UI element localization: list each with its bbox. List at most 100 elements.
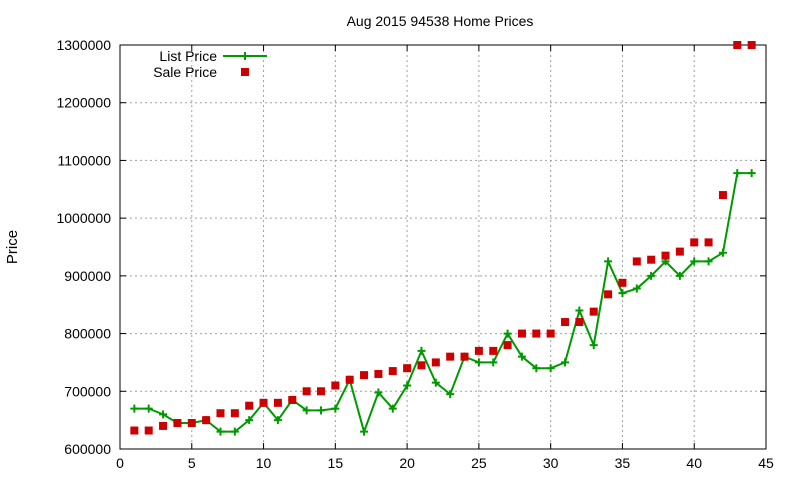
sale-price-point bbox=[733, 41, 742, 49]
list-price-point bbox=[159, 410, 168, 419]
list-price-point bbox=[360, 427, 369, 436]
sale-price-point bbox=[130, 426, 139, 435]
sale-price-point bbox=[316, 387, 325, 396]
chart-title: Aug 2015 94538 Home Prices bbox=[347, 13, 534, 29]
list-price-point bbox=[561, 358, 570, 367]
sale-price-point bbox=[446, 352, 455, 361]
list-price-point bbox=[403, 381, 412, 390]
sale-price-point bbox=[259, 398, 268, 407]
sale-price-point bbox=[618, 278, 627, 287]
list-price-point bbox=[675, 271, 684, 280]
x-tick-label: 25 bbox=[471, 455, 487, 471]
list-price-point bbox=[417, 346, 426, 355]
x-tick-label: 15 bbox=[328, 455, 344, 471]
list-price-point bbox=[316, 406, 325, 415]
legend-swatch-sale-price bbox=[241, 68, 249, 76]
list-price-point bbox=[273, 416, 282, 425]
list-price-point bbox=[604, 257, 613, 266]
list-price-point bbox=[647, 271, 656, 280]
sale-price-point bbox=[675, 247, 684, 256]
list-price-point bbox=[632, 284, 641, 293]
list-price-point bbox=[532, 364, 541, 373]
sale-price-point bbox=[489, 346, 498, 355]
sale-price-point bbox=[718, 191, 727, 200]
x-tick-label: 0 bbox=[116, 455, 124, 471]
legend-label-sale-price: Sale Price bbox=[153, 64, 217, 80]
list-price-line bbox=[134, 172, 752, 435]
sale-price-point bbox=[661, 251, 670, 260]
sale-price-point bbox=[474, 346, 483, 355]
list-price-point bbox=[130, 404, 139, 413]
sale-price-point bbox=[273, 398, 282, 407]
y-axis-label: Price bbox=[4, 230, 21, 264]
y-tick-label: 700000 bbox=[64, 383, 111, 399]
sale-price-point bbox=[230, 409, 239, 418]
sale-price-point bbox=[173, 419, 182, 428]
list-price-point bbox=[747, 169, 756, 178]
y-tick-label: 1000000 bbox=[56, 210, 111, 226]
sale-price-point bbox=[374, 369, 383, 378]
sale-price-point bbox=[302, 387, 311, 396]
sale-price-point bbox=[632, 257, 641, 266]
sale-price-point bbox=[575, 318, 584, 327]
list-price-point bbox=[388, 404, 397, 413]
sale-price-point bbox=[144, 426, 153, 435]
list-price-point bbox=[446, 390, 455, 399]
list-price-point bbox=[374, 388, 383, 397]
sale-price-point bbox=[202, 416, 211, 425]
list-price-point bbox=[575, 306, 584, 315]
sale-price-point bbox=[690, 238, 699, 247]
list-price-point bbox=[517, 352, 526, 361]
tick-marks bbox=[119, 44, 767, 450]
list-price-point bbox=[302, 406, 311, 415]
list-price-point bbox=[331, 404, 340, 413]
sale-price-point bbox=[331, 381, 340, 390]
list-price-point bbox=[618, 289, 627, 298]
x-tick-label: 45 bbox=[758, 455, 774, 471]
x-tick-label: 20 bbox=[399, 455, 415, 471]
list-price-point bbox=[546, 364, 555, 373]
sale-price-point bbox=[360, 371, 369, 380]
sale-price-point bbox=[403, 364, 412, 373]
sale-price-point bbox=[159, 421, 168, 430]
x-tick-label: 5 bbox=[188, 455, 196, 471]
sale-price-point bbox=[245, 401, 254, 410]
sale-price-point bbox=[517, 329, 526, 338]
y-tick-label: 1100000 bbox=[58, 152, 112, 168]
list-price-point bbox=[431, 378, 440, 387]
plot-frame bbox=[119, 44, 767, 450]
list-price-point bbox=[474, 358, 483, 367]
sale-price-point bbox=[460, 352, 469, 361]
list-price-point bbox=[589, 341, 598, 350]
sale-price-point bbox=[546, 329, 555, 338]
sale-price-point bbox=[288, 395, 297, 404]
list-price-point bbox=[718, 248, 727, 257]
sale-price-point bbox=[747, 41, 756, 49]
list-price-point bbox=[245, 416, 254, 425]
sale-price-point bbox=[604, 290, 613, 299]
sale-price-point bbox=[388, 367, 397, 376]
x-tick-labels: 0 5 10 15 20 25 30 35 40 45 bbox=[116, 455, 774, 471]
legend: List Price Sale Price bbox=[153, 48, 267, 80]
sale-price-point bbox=[561, 318, 570, 327]
list-price-point bbox=[690, 257, 699, 266]
sale-price-point bbox=[704, 238, 713, 247]
sale-price-point bbox=[345, 375, 354, 384]
x-tick-label: 40 bbox=[686, 455, 702, 471]
y-tick-label: 900000 bbox=[64, 268, 111, 284]
y-tick-label: 800000 bbox=[64, 326, 111, 342]
legend-label-list-price: List Price bbox=[159, 48, 217, 64]
sale-price-point bbox=[647, 255, 656, 264]
y-tick-label: 1300000 bbox=[56, 37, 111, 53]
list-price-point bbox=[216, 427, 225, 436]
list-price-point bbox=[503, 329, 512, 338]
sale-price-point bbox=[589, 307, 598, 316]
x-tick-label: 30 bbox=[543, 455, 559, 471]
y-tick-label: 1200000 bbox=[56, 95, 111, 111]
y-tick-label: 600000 bbox=[64, 441, 111, 457]
sale-price-point bbox=[187, 419, 196, 428]
legend-marker-list-price bbox=[241, 52, 249, 60]
x-tick-label: 10 bbox=[256, 455, 272, 471]
sale-price-point bbox=[503, 341, 512, 350]
y-tick-labels: 600000 700000 800000 900000 1000000 1100000 12… bbox=[56, 37, 111, 457]
